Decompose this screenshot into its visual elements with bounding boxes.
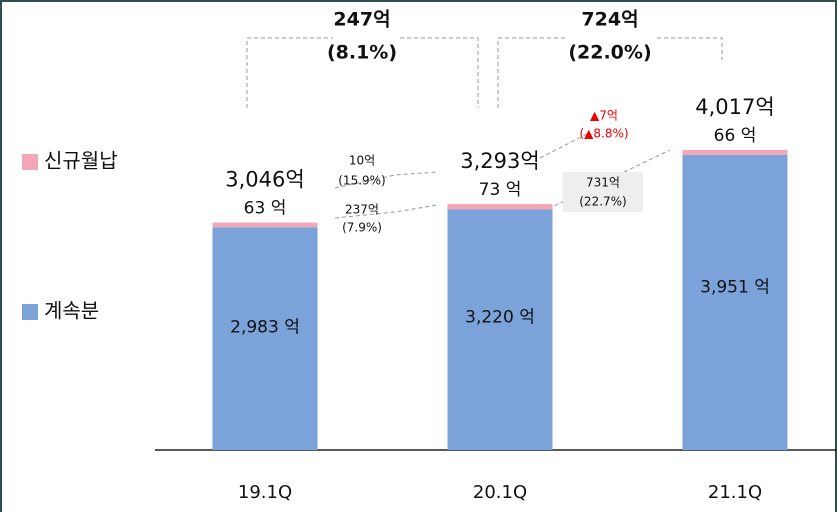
x-tick-label: 19.1Q — [238, 482, 292, 503]
annotation: (22.0%) — [568, 42, 651, 64]
legend-label: 신규월납 — [44, 149, 118, 173]
annotation: (7.9%) — [342, 221, 382, 235]
legend-swatch — [22, 154, 38, 170]
annotation: (▲8.8%) — [579, 127, 628, 141]
total-label: 3,046억 — [225, 168, 304, 192]
annotation: (8.1%) — [327, 42, 397, 64]
value-label: 66 억 — [714, 126, 757, 146]
annotation: 237억 — [345, 203, 379, 217]
x-tick-label: 21.1Q — [708, 482, 762, 503]
annotation: ▲7억 — [590, 109, 618, 123]
value-label: 2,983 억 — [230, 317, 300, 337]
annotation: 731억 — [586, 176, 620, 190]
legend-label: 계속분 — [44, 299, 99, 323]
bar — [682, 154, 788, 450]
bar — [212, 222, 318, 228]
bracket — [246, 37, 479, 108]
value-label: 3,951 억 — [700, 278, 770, 298]
annotation: (22.7%) — [579, 195, 626, 209]
annotation: 10억 — [349, 154, 375, 168]
x-tick-label: 20.1Q — [473, 482, 527, 503]
annotation: 247억 — [333, 9, 390, 31]
value-label: 3,220 억 — [465, 308, 535, 328]
note-box — [563, 172, 643, 212]
annotation: (15.9%) — [338, 174, 385, 188]
total-label: 3,293억 — [460, 149, 539, 173]
legend-swatch — [22, 304, 38, 320]
value-label: 63 억 — [244, 199, 287, 219]
value-label: 73 억 — [479, 180, 522, 200]
bar — [447, 209, 553, 450]
bar — [212, 227, 318, 450]
annotation: 724억 — [581, 9, 638, 31]
bar — [682, 150, 788, 155]
bar — [447, 204, 553, 210]
total-label: 4,017억 — [695, 95, 774, 119]
bracket — [497, 37, 723, 108]
